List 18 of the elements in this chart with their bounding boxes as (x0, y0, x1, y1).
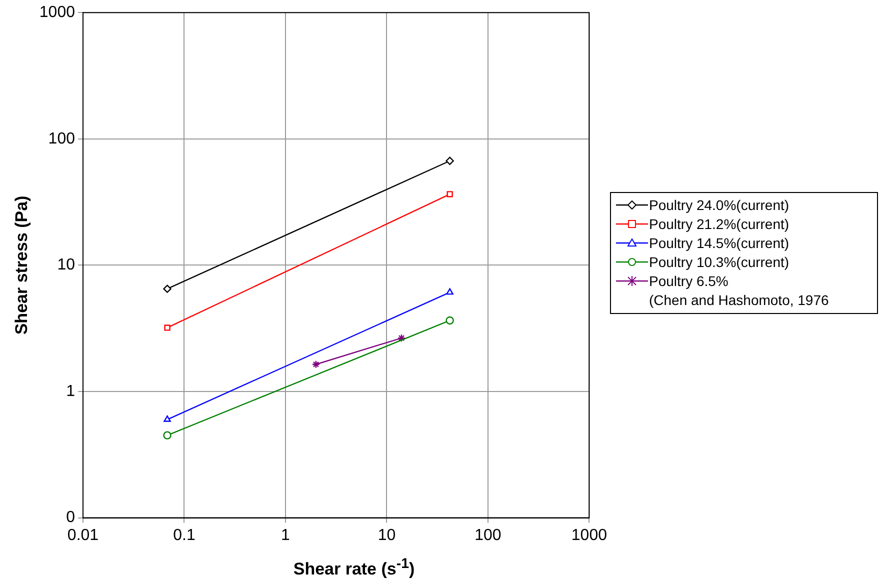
y-tick-label: 1000 (39, 4, 76, 22)
x-tick-label: 100 (474, 526, 502, 544)
x-axis-title: Shear rate (s$^{-1}$) (292, 556, 416, 580)
legend-label: Poultry 14.5%(current) (649, 234, 790, 253)
legend-label: Poultry 6.5% (Chen and Hashomoto, 1976 (649, 272, 829, 310)
x-tick-label: 1 (281, 526, 290, 544)
legend-label: Poultry 21.2%(current) (649, 215, 790, 234)
legend-label: Poultry 24.0%(current) (649, 196, 790, 215)
x-tick-label: 10 (378, 526, 396, 544)
y-tick-label: 0 (66, 509, 76, 526)
x-tick-label: 0.1 (173, 526, 196, 544)
x-tick-label: 0.01 (67, 526, 99, 544)
legend-label: Poultry 10.3%(current) (649, 253, 790, 272)
y-tick-label: 100 (48, 130, 76, 148)
y-axis-title: Shear stress (Pa) (12, 196, 31, 335)
y-tick-label: 1 (66, 382, 76, 400)
y-tick-label: 10 (57, 256, 76, 274)
x-tick-label: 1000 (571, 526, 608, 544)
